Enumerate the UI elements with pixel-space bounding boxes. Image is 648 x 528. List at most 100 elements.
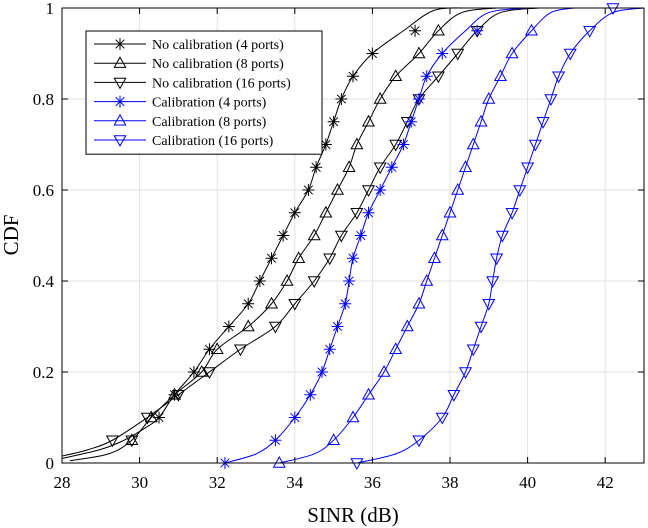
triangle-down-marker [486, 276, 500, 289]
asterisk-marker [319, 138, 332, 151]
y-axis-label: CDF [0, 215, 23, 256]
triangle-down-marker [350, 208, 364, 220]
asterisk-marker [405, 115, 418, 128]
asterisk-marker [366, 47, 379, 60]
asterisk-marker [302, 184, 315, 196]
asterisk-marker [354, 229, 367, 242]
series-line [356, 7, 645, 464]
triangle-down-marker [334, 230, 348, 243]
legend-entry: No calibration (16 ports) [94, 76, 291, 91]
triangle-up-marker [327, 433, 341, 445]
triangle-up-marker [505, 46, 519, 59]
triangle-down-marker [606, 3, 620, 16]
triangle-down-marker [544, 94, 558, 107]
asterisk-marker [310, 161, 323, 174]
triangle-down-marker [373, 162, 387, 175]
legend-entry: Calibration (4 ports) [94, 96, 267, 111]
triangle-down-marker [505, 208, 519, 220]
triangle-up-marker [264, 296, 279, 309]
triangle-up-marker [210, 342, 224, 354]
plot-area [61, 3, 645, 471]
y-tick-label: 0.6 [33, 181, 54, 200]
triangle-up-marker [342, 160, 356, 172]
x-tick-label: 38 [442, 473, 459, 492]
legend-label: Calibration (16 ports) [152, 134, 274, 149]
triangle-down-marker [536, 117, 550, 129]
triangle-up-marker [443, 205, 457, 218]
axis-ticks: 28 30 32 34 36 38 40 42 0 0.2 0.4 0.6 0.8 1 [33, 0, 644, 492]
legend-label: No calibration (4 ports) [152, 38, 284, 53]
series-line [61, 7, 540, 457]
asterisk-marker [335, 93, 348, 105]
asterisk-marker [288, 411, 301, 424]
asterisk-marker [331, 320, 344, 333]
triangle-up-marker [361, 387, 376, 400]
triangle-down-marker [140, 412, 154, 425]
asterisk-marker [339, 297, 352, 310]
triangle-down-marker [113, 135, 127, 148]
asterisk-marker [323, 343, 336, 356]
asterisk-marker [315, 366, 328, 378]
triangle-down-marker [490, 253, 504, 266]
triangle-up-marker [330, 182, 345, 195]
y-tick-label: 1 [46, 0, 55, 18]
legend-entry: No calibration (4 ports) [94, 38, 284, 53]
triangle-up-marker [435, 228, 449, 241]
triangle-up-marker [113, 113, 127, 126]
triangle-down-marker [552, 71, 566, 84]
triangle-down-marker [105, 435, 119, 448]
y-tick-label: 0 [46, 454, 55, 473]
triangle-down-marker [583, 26, 597, 38]
triangle-up-marker [427, 251, 442, 263]
triangle-down-marker [431, 71, 445, 84]
series-3 [61, 7, 540, 457]
triangle-up-marker [493, 69, 507, 81]
triangle-up-marker [350, 137, 364, 150]
asterisk-marker [304, 388, 317, 401]
x-tick-label: 40 [519, 473, 536, 492]
triangle-down-marker [361, 185, 376, 198]
legend-entry: No calibration (8 ports) [94, 56, 284, 72]
asterisk-marker [222, 320, 235, 333]
legend-label: No calibration (16 ports) [152, 76, 291, 91]
triangle-down-marker [447, 390, 461, 402]
triangle-up-marker [420, 273, 434, 286]
triangle-down-marker [466, 344, 480, 357]
asterisk-marker [265, 252, 278, 265]
triangle-up-marker [377, 364, 391, 377]
triangle-down-marker [495, 230, 509, 243]
x-tick-label: 30 [131, 473, 148, 492]
asterisk-marker [409, 24, 422, 37]
triangle-down-marker [268, 321, 282, 334]
triangle-up-marker [241, 319, 255, 332]
legend-label: Calibration (4 ports) [152, 96, 267, 111]
series-5 [272, 7, 575, 468]
triangle-down-marker [521, 162, 535, 175]
triangle-up-marker [292, 251, 306, 263]
triangle-down-marker [513, 185, 527, 198]
triangle-down-marker [323, 253, 337, 266]
triangle-up-marker [346, 410, 360, 423]
legend: No calibration (4 ports) No calibration (… [85, 30, 323, 155]
legend-label: No calibration (8 ports) [152, 57, 284, 72]
triangle-down-marker [482, 299, 496, 311]
triangle-up-marker [167, 387, 182, 400]
triangle-down-marker [451, 48, 465, 61]
triangle-up-marker [373, 91, 387, 104]
x-tick-label: 42 [597, 473, 614, 492]
asterisk-marker [347, 70, 359, 83]
legend-entry: Calibration (16 ports) [94, 134, 274, 149]
legend-label: Calibration (8 ports) [152, 115, 267, 130]
series-line [69, 7, 497, 462]
asterisk-marker [277, 229, 290, 242]
triangle-up-marker [482, 91, 496, 104]
triangle-up-marker [524, 23, 539, 36]
asterisk-marker [436, 47, 449, 60]
y-tick-label: 0.8 [33, 90, 54, 109]
triangle-up-marker [307, 228, 321, 241]
legend-box [85, 30, 323, 155]
series-1 [61, 7, 470, 459]
series-line [279, 7, 575, 464]
asterisk-marker [288, 206, 301, 219]
